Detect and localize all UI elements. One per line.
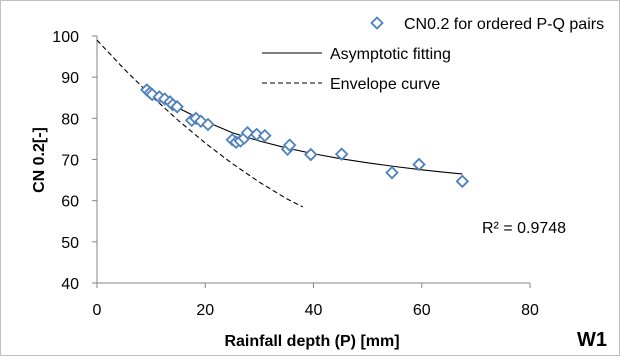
legend-label: Envelope curve [330, 76, 440, 93]
data-point [304, 147, 318, 162]
x-tick-label: 20 [196, 302, 214, 319]
data-point [145, 87, 159, 102]
y-tick-label: 80 [61, 111, 79, 128]
legend-label: CN0.2 for ordered P-Q pairs [404, 16, 604, 33]
y-tick-label: 60 [61, 194, 79, 211]
x-tick-label: 0 [93, 302, 102, 319]
y-tick-label: 50 [61, 235, 79, 252]
legend-marker [370, 16, 384, 30]
y-tick-label: 100 [52, 29, 79, 46]
data-point [385, 165, 399, 180]
data-point [282, 138, 297, 152]
x-axis-title: Rainfall depth (P) [mm] [224, 333, 399, 350]
data-point [334, 147, 349, 161]
x-tick-label: 40 [305, 302, 323, 319]
legend-label: Asymptotic fitting [330, 46, 451, 63]
y-tick-label: 70 [61, 153, 79, 170]
y-axis-title: CN 0.2[-] [31, 127, 48, 193]
x-tick-label: 80 [521, 302, 539, 319]
panel-label: W1 [577, 329, 607, 351]
data-point [455, 174, 470, 189]
data-point [249, 127, 264, 142]
y-tick-label: 40 [61, 276, 79, 293]
data-point [170, 100, 184, 114]
data-point [201, 117, 215, 132]
y-tick-label: 90 [61, 70, 79, 87]
envelope-curve-line [96, 39, 303, 208]
x-tick-label: 60 [413, 302, 431, 319]
data-point [412, 157, 426, 172]
data-point [240, 125, 255, 140]
data-point [258, 128, 272, 143]
r-squared-annotation: R² = 0.9748 [482, 220, 566, 237]
